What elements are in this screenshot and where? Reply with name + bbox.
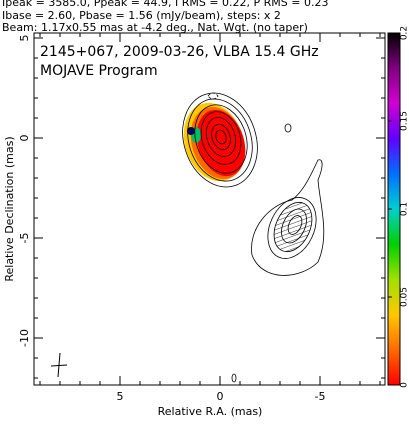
y-axis-label: Relative Declination (mas) [3, 136, 16, 281]
contour [287, 215, 303, 235]
contour [211, 123, 231, 151]
plot-frame [33, 32, 386, 386]
colorbar-tick-label: 0 [400, 382, 409, 388]
y-tick-label: 0 [18, 135, 31, 142]
y-tick-label: -10 [18, 329, 31, 347]
contour [200, 111, 242, 165]
colorbar-tick-label: 0.1 [400, 202, 409, 216]
contour [284, 123, 292, 133]
header-line: Beam: 1.17x0.55 mas at -4.2 deg., Nat. W… [2, 21, 308, 34]
contour [207, 92, 219, 100]
contour [273, 201, 313, 253]
contour [251, 159, 325, 276]
pol-fill [187, 127, 195, 135]
contour [205, 117, 237, 157]
header-line: Ipeak = 3585.0, Ppeak = 44.9, I RMS = 0.… [2, 0, 329, 9]
beam [50, 364, 68, 367]
pol-fill [196, 109, 246, 177]
contour [231, 373, 237, 383]
contour [215, 129, 227, 145]
header-line: Ibase = 2.60, Pbase = 1.56 (mJy/beam), s… [2, 9, 281, 22]
contour [194, 104, 248, 174]
colorbar-tick-label: 0.15 [400, 111, 409, 131]
contour [182, 92, 258, 188]
map-subtitle: MOJAVE Program [40, 63, 158, 79]
x-tick-label: -5 [315, 390, 326, 403]
x-tick-label: 0 [217, 390, 224, 403]
y-tick-label: 5 [18, 35, 31, 42]
colorbar-tick-label: 0.2 [400, 26, 409, 40]
contour [187, 98, 253, 182]
x-tick-label: 5 [117, 390, 124, 403]
map-title: 2145+067, 2009-03-26, VLBA 15.4 GHz [40, 44, 319, 60]
contour [267, 197, 317, 259]
contour [281, 208, 307, 244]
x-axis-label: Relative R.A. (mas) [158, 405, 263, 418]
y-tick-label: -5 [18, 233, 31, 244]
map [50, 92, 325, 383]
colorbar-tick-label: 0.05 [400, 287, 409, 307]
